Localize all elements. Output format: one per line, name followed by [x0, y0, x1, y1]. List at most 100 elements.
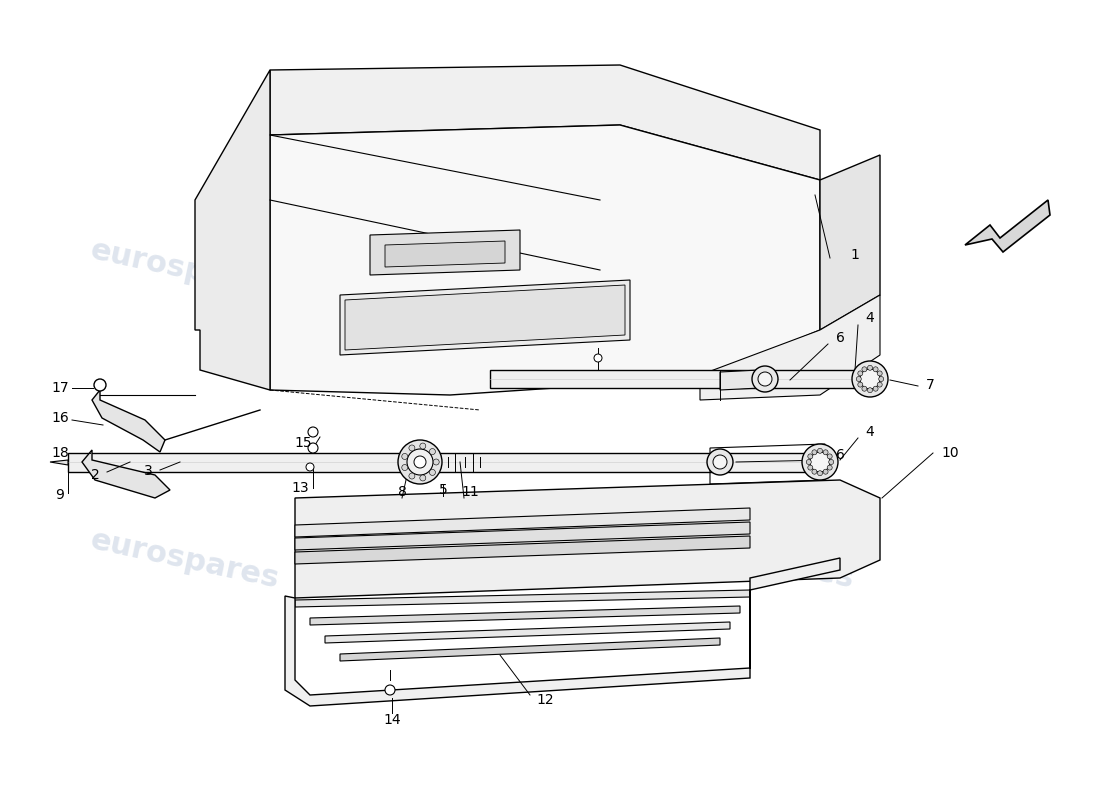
Circle shape: [308, 443, 318, 453]
Circle shape: [860, 369, 880, 389]
Text: 4: 4: [866, 425, 874, 439]
Circle shape: [868, 366, 872, 370]
Circle shape: [407, 449, 433, 475]
Text: eurospares: eurospares: [393, 526, 587, 594]
Text: 6: 6: [836, 331, 845, 345]
Text: 4: 4: [866, 311, 874, 325]
Polygon shape: [310, 606, 740, 625]
Polygon shape: [324, 622, 730, 643]
Circle shape: [827, 454, 833, 459]
Polygon shape: [295, 590, 750, 607]
Text: eurospares: eurospares: [393, 236, 587, 304]
Circle shape: [862, 367, 867, 372]
Circle shape: [306, 463, 313, 471]
Circle shape: [713, 455, 727, 469]
Circle shape: [827, 465, 833, 470]
Circle shape: [402, 465, 408, 470]
Polygon shape: [82, 450, 170, 498]
Text: 13: 13: [292, 481, 309, 495]
Circle shape: [877, 371, 882, 376]
Circle shape: [807, 454, 813, 459]
Polygon shape: [965, 200, 1050, 252]
Polygon shape: [345, 285, 625, 350]
Text: 10: 10: [942, 446, 959, 460]
Circle shape: [429, 449, 436, 454]
Circle shape: [873, 367, 878, 372]
Polygon shape: [270, 65, 820, 180]
Polygon shape: [295, 508, 750, 537]
Circle shape: [429, 470, 436, 475]
Circle shape: [817, 448, 823, 454]
Polygon shape: [68, 453, 820, 472]
Circle shape: [594, 354, 602, 362]
Text: 8: 8: [397, 485, 406, 499]
Polygon shape: [340, 638, 720, 661]
Text: 12: 12: [536, 693, 553, 707]
Polygon shape: [820, 155, 880, 330]
Text: 6: 6: [836, 448, 845, 462]
Text: 9: 9: [56, 488, 65, 502]
Text: 14: 14: [383, 713, 400, 727]
Circle shape: [807, 465, 813, 470]
Circle shape: [879, 377, 883, 382]
Circle shape: [812, 450, 817, 455]
Circle shape: [856, 377, 861, 382]
Polygon shape: [700, 295, 880, 400]
Circle shape: [817, 470, 823, 476]
Polygon shape: [295, 536, 750, 564]
Circle shape: [420, 475, 426, 481]
Polygon shape: [295, 522, 750, 550]
Text: eurospares: eurospares: [663, 236, 857, 304]
Polygon shape: [490, 370, 870, 388]
Circle shape: [810, 452, 830, 472]
Text: 3: 3: [144, 464, 153, 478]
Circle shape: [385, 685, 395, 695]
Circle shape: [707, 449, 733, 475]
Circle shape: [862, 386, 867, 391]
Polygon shape: [195, 70, 270, 390]
Text: 1: 1: [850, 248, 859, 262]
Text: 17: 17: [52, 381, 69, 395]
Polygon shape: [340, 280, 630, 355]
Circle shape: [752, 366, 778, 392]
Circle shape: [758, 372, 772, 386]
Polygon shape: [50, 460, 68, 465]
Text: 18: 18: [51, 446, 69, 460]
Circle shape: [812, 469, 817, 474]
Text: 11: 11: [461, 485, 478, 499]
Circle shape: [828, 459, 834, 465]
Circle shape: [398, 440, 442, 484]
Text: 15: 15: [294, 436, 311, 450]
Circle shape: [409, 445, 415, 451]
Circle shape: [420, 443, 426, 449]
Circle shape: [823, 469, 828, 474]
Circle shape: [308, 427, 318, 437]
Text: eurospares: eurospares: [88, 236, 283, 304]
Polygon shape: [285, 558, 840, 706]
Text: eurospares: eurospares: [663, 526, 857, 594]
Text: 5: 5: [439, 483, 448, 497]
Polygon shape: [370, 230, 520, 275]
Text: eurospares: eurospares: [88, 526, 283, 594]
Circle shape: [858, 371, 862, 376]
Polygon shape: [385, 241, 505, 267]
Circle shape: [409, 473, 415, 479]
Text: 2: 2: [90, 468, 99, 482]
Circle shape: [868, 388, 872, 393]
Circle shape: [823, 450, 828, 455]
Circle shape: [414, 456, 426, 468]
Circle shape: [877, 382, 882, 387]
Circle shape: [873, 386, 878, 391]
Circle shape: [433, 459, 439, 465]
Polygon shape: [92, 390, 165, 452]
Polygon shape: [270, 125, 820, 395]
Text: 16: 16: [51, 411, 69, 425]
Circle shape: [852, 361, 888, 397]
Polygon shape: [720, 370, 760, 390]
Circle shape: [402, 454, 408, 459]
Circle shape: [858, 382, 862, 387]
Text: 7: 7: [925, 378, 934, 392]
Circle shape: [806, 459, 812, 465]
Circle shape: [94, 379, 106, 391]
Circle shape: [802, 444, 838, 480]
